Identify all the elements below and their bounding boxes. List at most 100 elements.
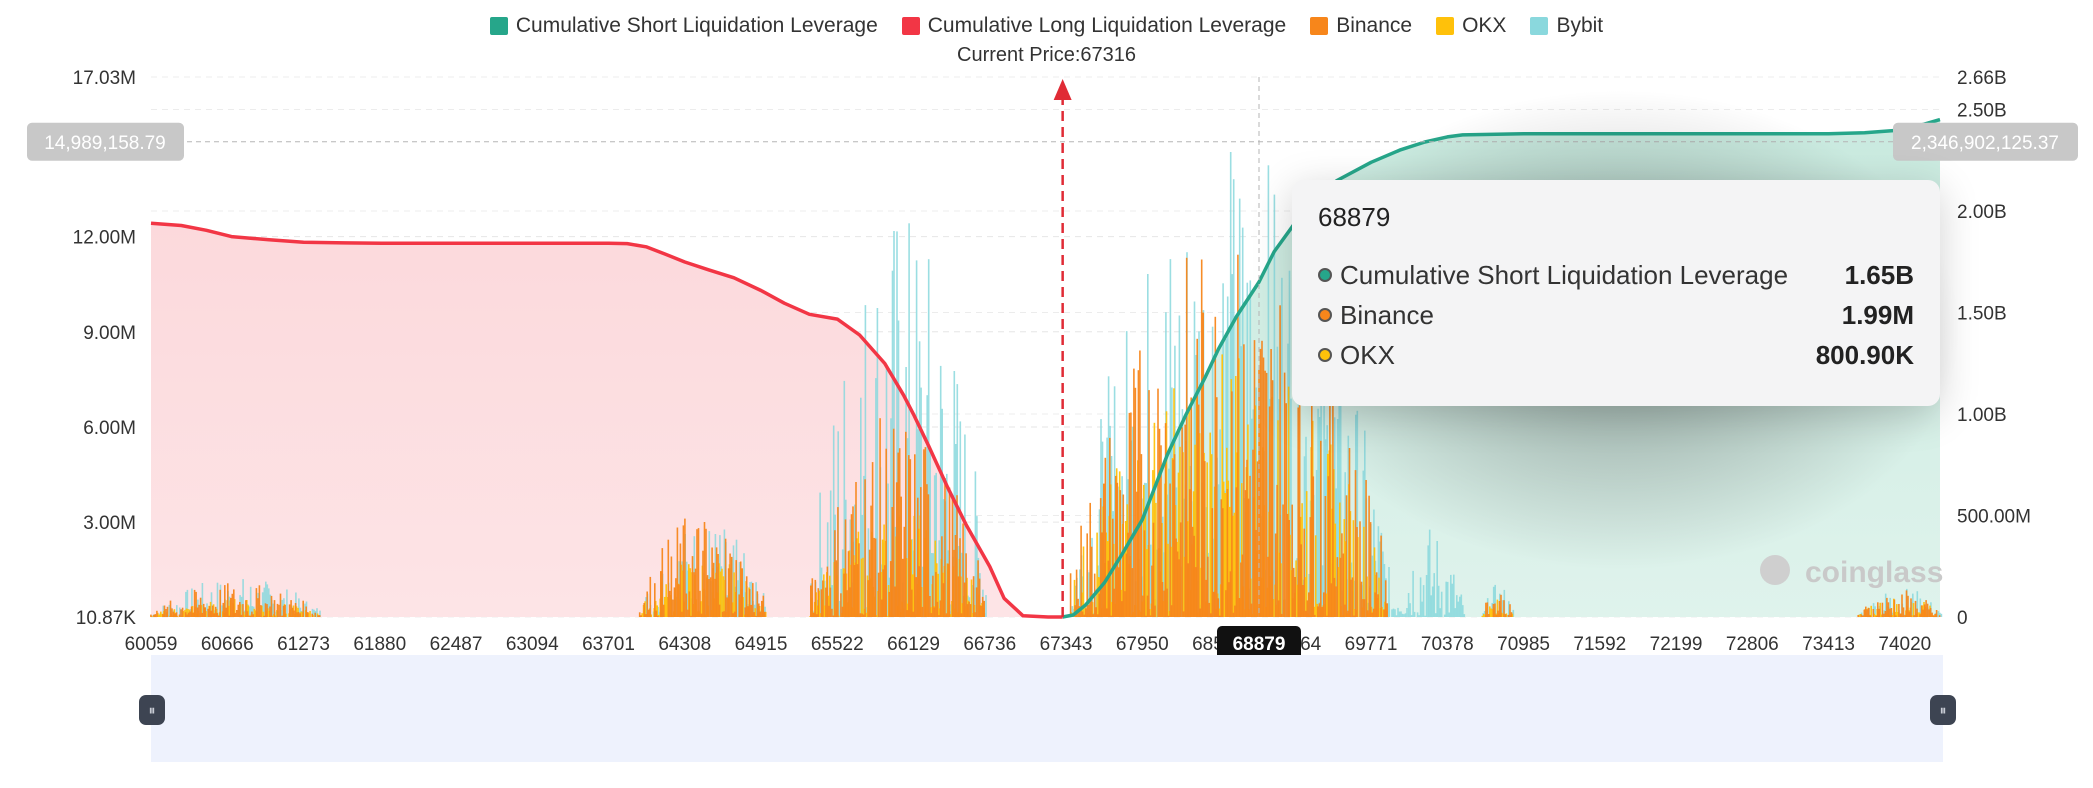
liquidation-bar — [1181, 427, 1183, 617]
liquidation-bar — [171, 608, 173, 617]
liquidation-bar — [880, 572, 882, 617]
liquidation-bar — [1333, 469, 1335, 617]
liquidation-bar — [1929, 608, 1932, 617]
liquidation-bar — [1229, 571, 1232, 617]
liquidation-bar — [1164, 423, 1167, 617]
legend-item[interactable]: Cumulative Short Liquidation Leverage — [489, 14, 878, 38]
liquidation-bar — [941, 536, 943, 617]
liquidation-bar — [758, 606, 761, 617]
liquidation-bar — [221, 605, 223, 617]
liquidation-bar — [1342, 553, 1345, 617]
liquidation-bar — [822, 580, 824, 617]
legend-item[interactable]: Binance — [1310, 14, 1412, 38]
liquidation-bar — [1309, 517, 1312, 617]
liquidation-bar — [1254, 405, 1257, 617]
liquidation-bar — [184, 612, 187, 617]
liquidation-bar — [1445, 581, 1447, 617]
liquidation-bar — [738, 594, 740, 617]
liquidation-bar — [959, 538, 961, 617]
liquidation-bar — [861, 613, 863, 617]
liquidation-bar — [1383, 609, 1385, 617]
liquidation-bar — [935, 572, 937, 617]
navigator-right-handle-icon[interactable]: ⏸ — [1930, 695, 1956, 725]
liquidation-bar — [743, 553, 745, 617]
liquidation-bar — [657, 606, 659, 617]
liquidation-bar — [670, 556, 673, 617]
x-tick-label: 73413 — [1802, 634, 1855, 655]
liquidation-bar — [1368, 495, 1370, 617]
liquidation-bar — [1125, 553, 1128, 617]
liquidation-bar — [318, 615, 321, 617]
liquidation-bar — [216, 582, 219, 617]
liquidation-bar — [1280, 563, 1282, 617]
liquidation-bar — [938, 615, 940, 617]
liquidation-bar — [923, 449, 925, 617]
liquidation-bar — [752, 583, 754, 617]
liquidation-bar — [755, 615, 757, 617]
liquidation-bar — [1494, 603, 1496, 617]
liquidation-bar — [210, 592, 213, 617]
liquidation-bar — [1418, 615, 1420, 617]
liquidation-bar — [1354, 470, 1357, 617]
liquidation-bar — [1106, 608, 1108, 617]
liquidation-bar — [941, 408, 943, 617]
range-navigator[interactable] — [151, 655, 1943, 762]
liquidation-bar — [1262, 357, 1265, 617]
liquidation-bar — [1140, 454, 1143, 617]
liquidation-bar — [705, 528, 707, 617]
liquidation-bar — [1318, 417, 1321, 617]
liquidation-bar — [1143, 530, 1146, 617]
liquidation-bar — [1874, 606, 1876, 617]
navigator-left-handle-icon[interactable]: ⏸ — [139, 695, 165, 725]
x-tick-label: 70378 — [1421, 634, 1474, 655]
liquidation-bar — [1324, 496, 1327, 617]
liquidation-bar — [1119, 490, 1122, 617]
liquidation-bar — [1916, 608, 1918, 617]
legend-item[interactable]: Cumulative Long Liquidation Leverage — [901, 14, 1286, 38]
liquidation-bar — [1863, 609, 1866, 617]
liquidation-bar — [1353, 580, 1356, 617]
liquidation-bar — [186, 614, 188, 617]
legend-label: Bybit — [1556, 14, 1604, 37]
liquidation-bar — [700, 601, 702, 617]
liquidation-bar — [685, 593, 688, 617]
liquidation-bar — [910, 539, 912, 617]
liquidation-bar — [893, 231, 895, 617]
tooltip-row-value: 1.65B — [1844, 259, 1914, 290]
liquidation-bar — [1879, 602, 1881, 617]
liquidation-bar — [1899, 613, 1902, 617]
liquidation-bar — [891, 507, 893, 617]
liquidation-bar — [265, 581, 267, 617]
x-tick-label: 62487 — [430, 634, 483, 655]
liquidation-bar — [813, 612, 815, 617]
liquidation-bar — [175, 612, 178, 617]
liquidation-bar — [212, 604, 215, 617]
tooltip-row-label: Cumulative Short Liquidation Leverage — [1340, 259, 1789, 290]
liquidation-bar — [1185, 257, 1188, 617]
liquidation-bar — [202, 603, 205, 617]
liquidation-bar — [1121, 601, 1123, 617]
liquidation-bar — [1884, 611, 1887, 617]
liquidation-bar — [645, 597, 647, 617]
liquidation-bar — [850, 514, 853, 617]
liquidation-bar — [1145, 615, 1147, 617]
tooltip-row-binance: Binance 1.99M — [1318, 295, 1914, 335]
liquidation-bar — [960, 613, 963, 617]
liquidation-bar — [1131, 426, 1134, 617]
legend-item[interactable]: OKX — [1436, 14, 1506, 38]
legend-item[interactable]: Bybit — [1530, 14, 1603, 38]
liquidation-bar — [1884, 593, 1887, 617]
liquidation-bar — [859, 613, 862, 617]
liquidation-bar — [879, 418, 881, 617]
liquidation-bar — [260, 605, 262, 617]
liquidation-bar — [1313, 606, 1315, 617]
liquidation-bar — [974, 612, 976, 617]
liquidation-bar — [1377, 526, 1380, 617]
liquidation-bar — [867, 580, 869, 617]
liquidation-bar — [196, 607, 199, 617]
liquidation-bar — [900, 496, 902, 617]
liquidation-bar — [1088, 572, 1090, 617]
liquidation-bar — [975, 587, 978, 617]
liquidation-bar — [831, 585, 833, 617]
y-left-tick-label: 3.00M — [83, 513, 136, 534]
